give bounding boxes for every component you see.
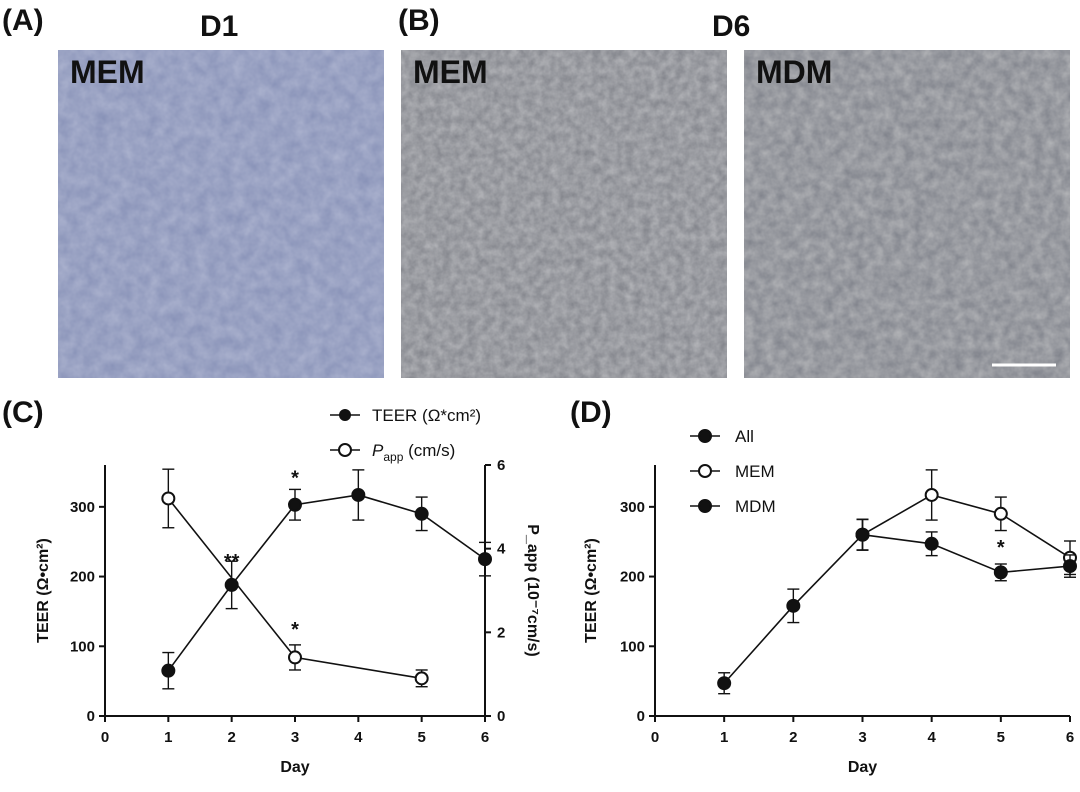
series-line — [862, 533, 1071, 574]
data-point — [161, 491, 176, 506]
x-tick-label: 4 — [927, 729, 936, 746]
y-axis-title: TEER (Ω•cm²) — [35, 538, 52, 643]
legend-papp-rest: (cm/s) — [403, 441, 455, 460]
y2-tick-label: 2 — [497, 624, 505, 641]
series-line — [862, 494, 1071, 559]
micrograph-d6-mdm: MDM — [744, 50, 1070, 378]
y-tick-label: 200 — [620, 569, 645, 586]
legend-label: MDM — [735, 497, 776, 516]
panel-a-letter: (A) — [2, 4, 44, 37]
y2-tick-label: 0 — [497, 708, 505, 725]
y2-tick-label: 4 — [497, 541, 506, 558]
y-tick-label: 100 — [70, 638, 95, 655]
data-point — [414, 506, 429, 521]
d1-heading: D1 — [200, 10, 239, 43]
legend-marker — [698, 464, 712, 478]
significance-marker: * — [291, 619, 299, 641]
y-tick-label: 100 — [620, 638, 645, 655]
x-tick-label: 3 — [291, 729, 299, 746]
x-tick-label: 4 — [354, 729, 363, 746]
micrograph-d1-mem-image — [58, 50, 384, 378]
y2-tick-label: 6 — [497, 457, 505, 474]
data-point — [161, 663, 176, 678]
data-point — [351, 487, 366, 502]
data-point — [288, 497, 302, 512]
x-tick-label: 6 — [481, 729, 489, 746]
micrograph-label: MEM — [70, 54, 145, 90]
y-tick-label: 200 — [70, 569, 95, 586]
data-point — [855, 527, 870, 542]
data-point — [224, 577, 239, 592]
legend-marker-filled — [339, 409, 351, 421]
x-tick-label: 2 — [789, 729, 797, 746]
data-point — [786, 598, 801, 613]
y-axis-title: TEER (Ω•cm²) — [583, 538, 600, 643]
x-axis-title: Day — [848, 759, 877, 776]
data-point — [993, 506, 1008, 521]
data-point — [993, 565, 1008, 580]
data-point — [478, 552, 492, 567]
legend-papp-sub: app — [383, 450, 403, 464]
data-point — [717, 676, 732, 691]
data-point — [924, 536, 939, 551]
legend-marker — [698, 499, 712, 513]
x-tick-label: 2 — [227, 729, 235, 746]
micrograph-d6-mdm-image — [744, 50, 1070, 378]
legend-teer: TEER (Ω*cm²) — [372, 406, 481, 425]
d6-heading: D6 — [712, 10, 751, 43]
chart-d: 0 1 2 3 4 5 6 0 100 200 300 Day TEER (Ω•cm²) * All MEM M… — [583, 427, 1077, 776]
y-tick-label: 300 — [620, 499, 645, 516]
data-point — [924, 487, 939, 502]
legend-marker — [698, 429, 712, 443]
micrograph-d1-mem: MEM — [58, 50, 384, 378]
panel-d-letter: (D) — [570, 396, 612, 429]
panel-c-letter: (C) — [2, 396, 44, 429]
data-point — [288, 650, 302, 665]
data-point — [414, 671, 429, 686]
micrograph-label: MDM — [756, 54, 833, 90]
micrograph-d6-mem-image — [401, 50, 727, 378]
x-tick-label: 6 — [1066, 729, 1074, 746]
x-tick-label: 5 — [417, 729, 425, 746]
y2-axis-title: P_app (10⁻⁷cm/s) — [524, 524, 541, 656]
significance-marker: * — [997, 537, 1005, 559]
x-tick-label: 1 — [164, 729, 172, 746]
x-tick-label: 0 — [651, 729, 659, 746]
micrograph-d6-mem: MEM — [401, 50, 727, 378]
x-tick-label: 3 — [858, 729, 866, 746]
x-tick-label: 5 — [997, 729, 1005, 746]
y-tick-label: 0 — [87, 708, 95, 725]
significance-marker: * — [291, 468, 299, 490]
y-tick-label: 0 — [637, 708, 645, 725]
legend-label: MEM — [735, 462, 775, 481]
series-line — [167, 494, 486, 672]
x-tick-label: 1 — [720, 729, 728, 746]
x-axis-title: Day — [280, 759, 309, 776]
data-point — [1063, 559, 1077, 574]
legend-papp-main: P — [372, 441, 384, 460]
x-tick-label: 0 — [101, 729, 109, 746]
y-tick-label: 300 — [70, 499, 95, 516]
legend-label: All — [735, 427, 754, 446]
legend-papp: Papp (cm/s) — [372, 441, 455, 464]
micrograph-label: MEM — [413, 54, 488, 90]
legend-marker-open — [338, 443, 352, 457]
significance-marker: ** — [224, 551, 240, 573]
panel-b-letter: (B) — [398, 4, 440, 37]
